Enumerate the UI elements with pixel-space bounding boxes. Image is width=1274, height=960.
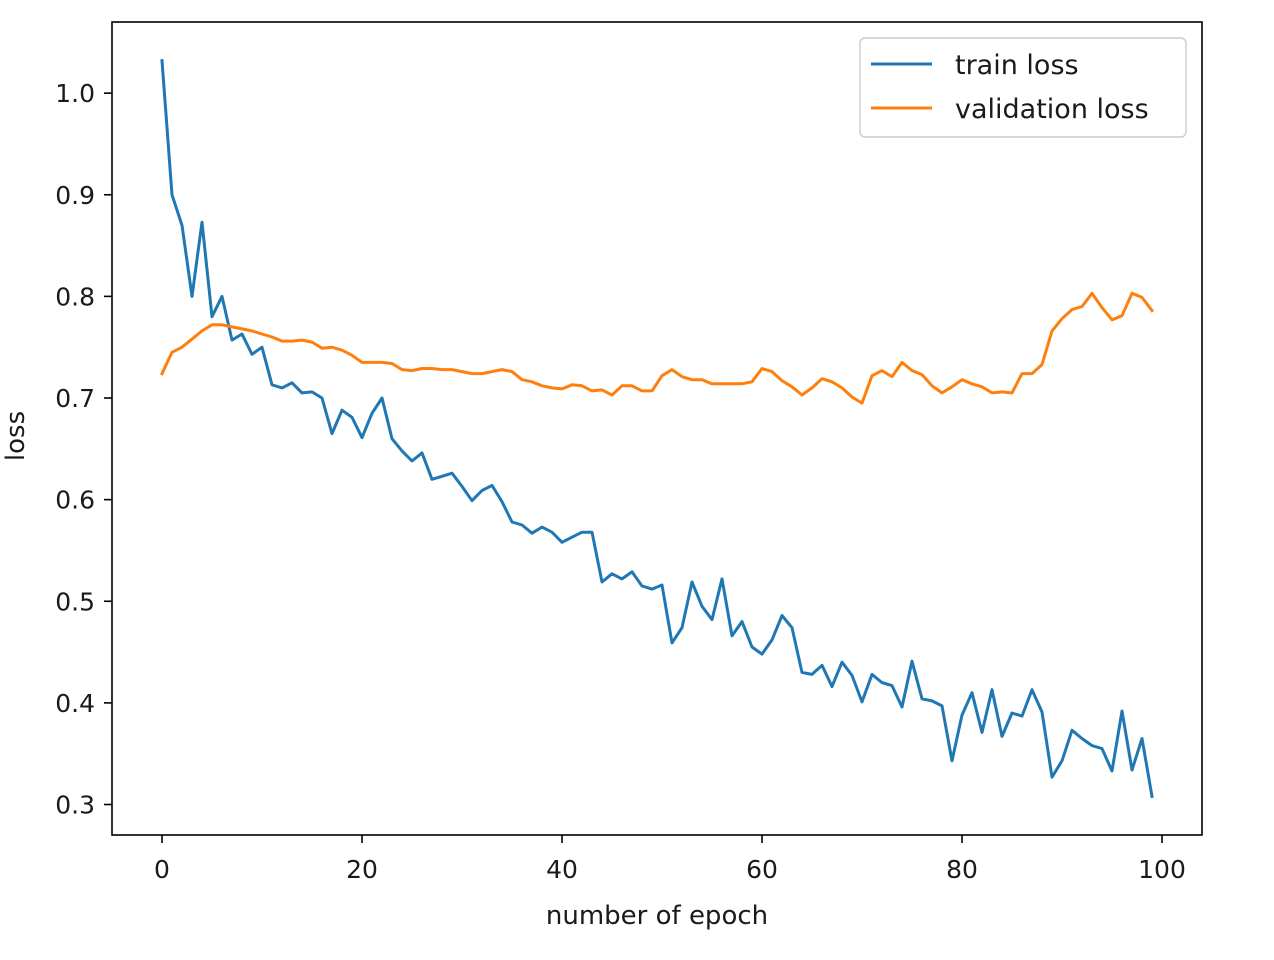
legend-label-train-loss: train loss xyxy=(955,50,1079,81)
legend: train loss validation loss xyxy=(859,37,1187,138)
x-tick-label: 80 xyxy=(946,855,978,884)
y-tick-label: 0.7 xyxy=(55,384,95,413)
plot-background xyxy=(112,22,1202,835)
plot-frame xyxy=(111,21,1203,836)
x-tick-label: 40 xyxy=(546,855,578,884)
legend-label-validation-loss: validation loss xyxy=(955,94,1149,125)
y-tick-label: 0.5 xyxy=(55,587,95,616)
y-tick-label: 0.6 xyxy=(55,486,95,515)
y-tick-label: 0.3 xyxy=(55,791,95,820)
legend-box xyxy=(859,37,1187,138)
y-tick-label: 0.4 xyxy=(55,689,95,718)
x-tick-label: 100 xyxy=(1138,855,1186,884)
y-tick-label: 0.8 xyxy=(55,282,95,311)
series-line-validation-loss xyxy=(160,291,1155,405)
x-tick-label: 60 xyxy=(746,855,778,884)
series-layer xyxy=(160,58,1155,799)
x-tick-label: 0 xyxy=(154,855,170,884)
y-tick-label: 1.0 xyxy=(55,79,95,108)
x-tick-label: 20 xyxy=(346,855,378,884)
series-line-train-loss xyxy=(160,58,1154,799)
y-axis-label: loss xyxy=(1,411,31,461)
ticks-layer: 0 20 40 60 80 100 0.3 0.4 0.5 0.6 0.7 0.8 0.9 1.0 xyxy=(55,79,1186,884)
x-axis-label: number of epoch xyxy=(546,901,768,931)
y-tick-label: 0.9 xyxy=(55,181,95,210)
